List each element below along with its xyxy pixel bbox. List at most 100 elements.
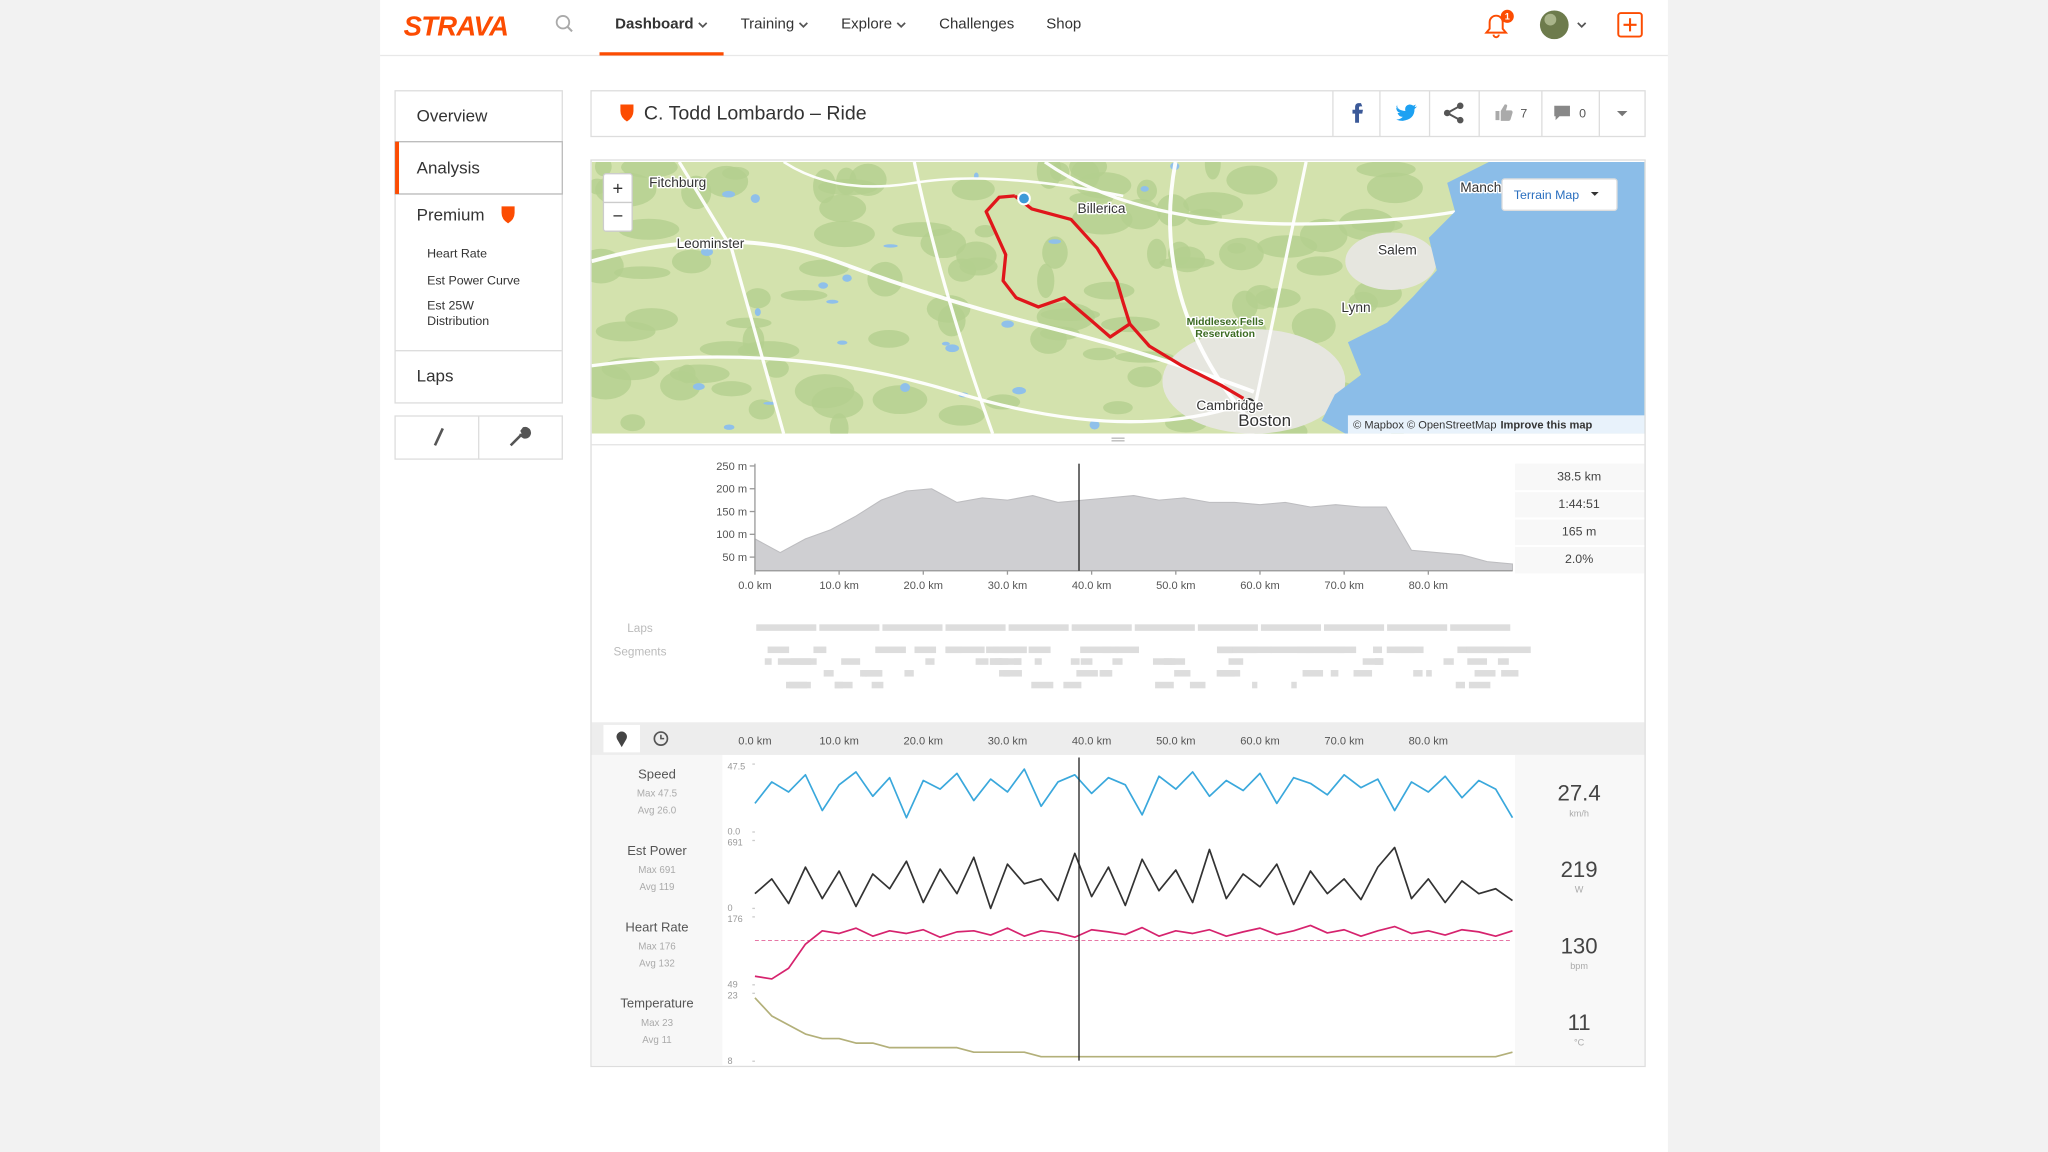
segment-bar[interactable] [1270, 646, 1310, 654]
segment-bar[interactable] [1003, 670, 1022, 677]
map-type-control[interactable] [1501, 178, 1618, 211]
nav-item[interactable]: Training [741, 16, 795, 33]
segment-bar[interactable] [1115, 646, 1139, 654]
segment-bar[interactable] [1386, 646, 1401, 654]
segment-bar[interactable] [1337, 646, 1357, 654]
segment-bar[interactable] [1170, 658, 1186, 665]
segment-bar[interactable] [1080, 658, 1093, 665]
lap-bar[interactable] [1134, 624, 1195, 631]
sidebar-subitem[interactable]: Est Power Curve [427, 274, 520, 288]
segment-bar[interactable] [871, 681, 884, 689]
segment-bar[interactable] [946, 646, 985, 654]
segment-bar[interactable] [1102, 646, 1119, 654]
segment-bar[interactable] [914, 646, 937, 654]
segment-bar[interactable] [1474, 670, 1496, 677]
segment-bar[interactable] [1492, 646, 1531, 654]
comment-button[interactable] [1554, 105, 1570, 121]
nav-item[interactable]: Explore [841, 16, 892, 33]
segment-bar[interactable] [1063, 681, 1082, 689]
lap-bar[interactable] [945, 624, 1006, 631]
segment-bar[interactable] [1413, 670, 1423, 677]
segment-bar[interactable] [1080, 646, 1112, 654]
sidebar-item[interactable]: Premium [417, 206, 485, 225]
segment-bar[interactable] [1100, 670, 1113, 677]
segment-bar[interactable] [1302, 670, 1324, 677]
segment-bar[interactable] [875, 646, 906, 654]
segment-bar[interactable] [1174, 670, 1191, 677]
facebook-button[interactable] [1352, 103, 1363, 123]
sidebar-item[interactable]: Laps [417, 366, 454, 385]
segment-bar[interactable] [1028, 646, 1051, 654]
zoom-in[interactable]: + [612, 178, 623, 199]
segment-bar[interactable] [945, 646, 962, 654]
lap-bar[interactable] [1324, 624, 1385, 631]
segment-bar[interactable] [834, 681, 844, 689]
lap-bar[interactable] [1450, 624, 1511, 631]
segment-bar[interactable] [1374, 658, 1384, 665]
segment-bar[interactable] [1330, 670, 1339, 677]
map-improve-link[interactable]: Improve this map [1500, 419, 1592, 431]
sidebar-subitem[interactable]: Est 25W Distribution [427, 299, 490, 330]
clock-icon[interactable] [653, 731, 669, 746]
more-button[interactable] [1616, 111, 1628, 117]
sidebar-item[interactable]: Overview [417, 106, 488, 125]
kudos-button[interactable] [1495, 104, 1513, 121]
segment-bar[interactable] [986, 646, 999, 654]
segment-bar[interactable] [823, 670, 834, 677]
segment-bar[interactable] [764, 658, 772, 665]
segment-bar[interactable] [834, 681, 853, 689]
segment-bar[interactable] [1228, 658, 1244, 665]
nav-item[interactable]: Dashboard [615, 16, 693, 33]
segment-bar[interactable] [1219, 670, 1235, 677]
logo[interactable]: STRAVA [404, 10, 509, 41]
nav-item[interactable]: Shop [1046, 16, 1081, 33]
segment-bar[interactable] [1031, 681, 1054, 689]
lap-bar[interactable] [756, 624, 817, 631]
stream-name[interactable]: Heart Rate [625, 919, 688, 934]
segment-bar[interactable] [790, 658, 812, 665]
segment-bar[interactable] [1395, 646, 1415, 654]
lap-bar[interactable] [819, 624, 880, 631]
search-icon[interactable] [555, 15, 571, 30]
segment-bar[interactable] [841, 658, 861, 665]
segment-bar[interactable] [1501, 670, 1519, 677]
segment-bar[interactable] [786, 681, 808, 689]
lap-bar[interactable] [1260, 624, 1322, 631]
segment-bar[interactable] [813, 646, 827, 654]
segment-bar[interactable] [1034, 658, 1042, 665]
segment-bar[interactable] [777, 658, 795, 665]
stream-name[interactable]: Speed [638, 766, 676, 781]
segment-bar[interactable] [1426, 670, 1432, 677]
segment-bar[interactable] [1467, 658, 1488, 665]
segment-bar[interactable] [1362, 658, 1384, 665]
segment-bar[interactable] [925, 658, 935, 665]
segment-bar[interactable] [1468, 681, 1491, 689]
segment-bar[interactable] [1466, 646, 1501, 654]
notifications-bell[interactable] [1484, 14, 1509, 39]
map[interactable]: Fitchburg Billerica Leominster Manch Salem Ly… [578, 149, 1645, 445]
segment-bar[interactable] [1291, 681, 1297, 689]
avatar[interactable] [1539, 10, 1569, 40]
segment-bar[interactable] [862, 670, 883, 677]
segment-bar[interactable] [767, 646, 790, 654]
segment-bar[interactable] [999, 646, 1027, 654]
segment-bar[interactable] [993, 646, 1014, 654]
segment-bar[interactable] [1189, 681, 1206, 689]
upload-button[interactable] [1617, 12, 1643, 38]
segment-bar[interactable] [1443, 658, 1454, 665]
segment-bar[interactable] [975, 658, 989, 665]
settings-button[interactable] [509, 426, 532, 447]
stream-name[interactable]: Temperature [620, 996, 693, 1011]
nav-item[interactable]: Challenges [939, 16, 1014, 33]
segment-bar[interactable] [1455, 681, 1466, 689]
lap-bar[interactable] [882, 624, 943, 631]
segment-bar[interactable] [1306, 646, 1345, 654]
segment-bar[interactable] [1252, 681, 1258, 689]
segment-bar[interactable] [990, 658, 1009, 665]
lap-bar[interactable] [1071, 624, 1132, 631]
sidebar-item[interactable]: Analysis [417, 159, 480, 178]
segment-bar[interactable] [1373, 646, 1383, 654]
segment-bar[interactable] [1232, 646, 1272, 654]
zoom-out[interactable]: − [612, 205, 623, 226]
segment-bar[interactable] [998, 658, 1022, 665]
